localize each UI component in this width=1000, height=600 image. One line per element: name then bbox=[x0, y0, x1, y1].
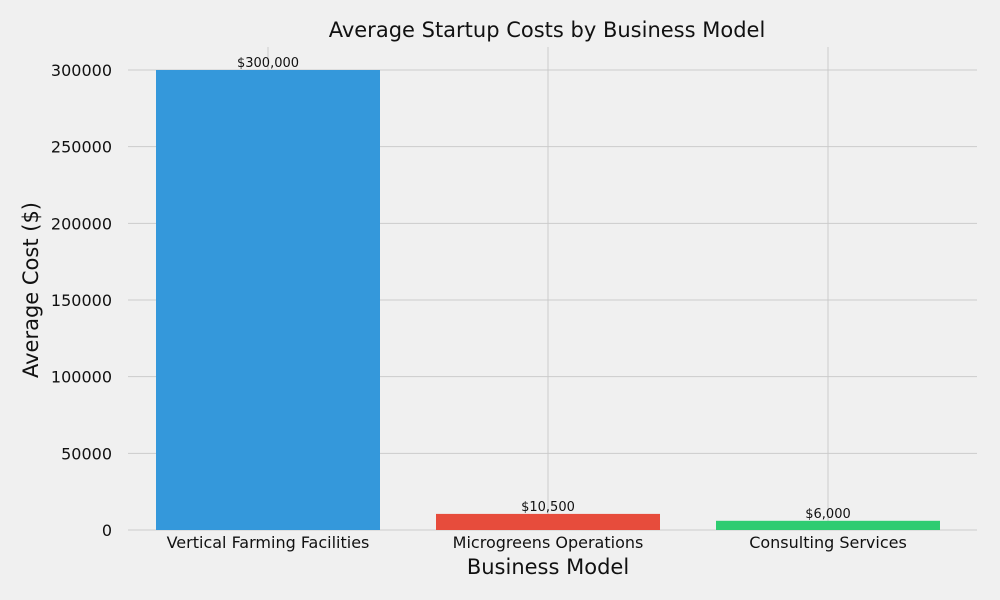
y-tick-label: 150000 bbox=[51, 291, 112, 310]
x-tick-label: Microgreens Operations bbox=[453, 533, 644, 552]
bar bbox=[156, 70, 380, 530]
chart-title: Average Startup Costs by Business Model bbox=[329, 18, 766, 42]
y-tick-label: 200000 bbox=[51, 214, 112, 233]
bar bbox=[716, 520, 940, 530]
x-tick-label: Consulting Services bbox=[749, 533, 907, 552]
y-axis-ticks: 0 50000 100000 150000 200000 250000 300000 bbox=[51, 61, 112, 540]
y-tick-label: 300000 bbox=[51, 61, 112, 80]
y-tick-label: 250000 bbox=[51, 138, 112, 157]
y-axis-label: Average Cost ($) bbox=[19, 202, 43, 378]
data-label: $6,000 bbox=[805, 507, 851, 522]
y-tick-label: 0 bbox=[102, 521, 112, 540]
x-axis-label: Business Model bbox=[467, 555, 629, 579]
bar bbox=[436, 513, 660, 530]
data-label: $300,000 bbox=[237, 56, 299, 71]
x-axis-ticks: Vertical Farming Facilities Microgreens O… bbox=[167, 533, 907, 552]
data-label: $10,500 bbox=[521, 500, 575, 515]
y-tick-label: 100000 bbox=[51, 368, 112, 387]
bars bbox=[156, 70, 940, 530]
y-tick-label: 50000 bbox=[61, 444, 112, 463]
data-labels: $300,000 $10,500 $6,000 bbox=[237, 56, 851, 522]
x-tick-label: Vertical Farming Facilities bbox=[167, 533, 370, 552]
